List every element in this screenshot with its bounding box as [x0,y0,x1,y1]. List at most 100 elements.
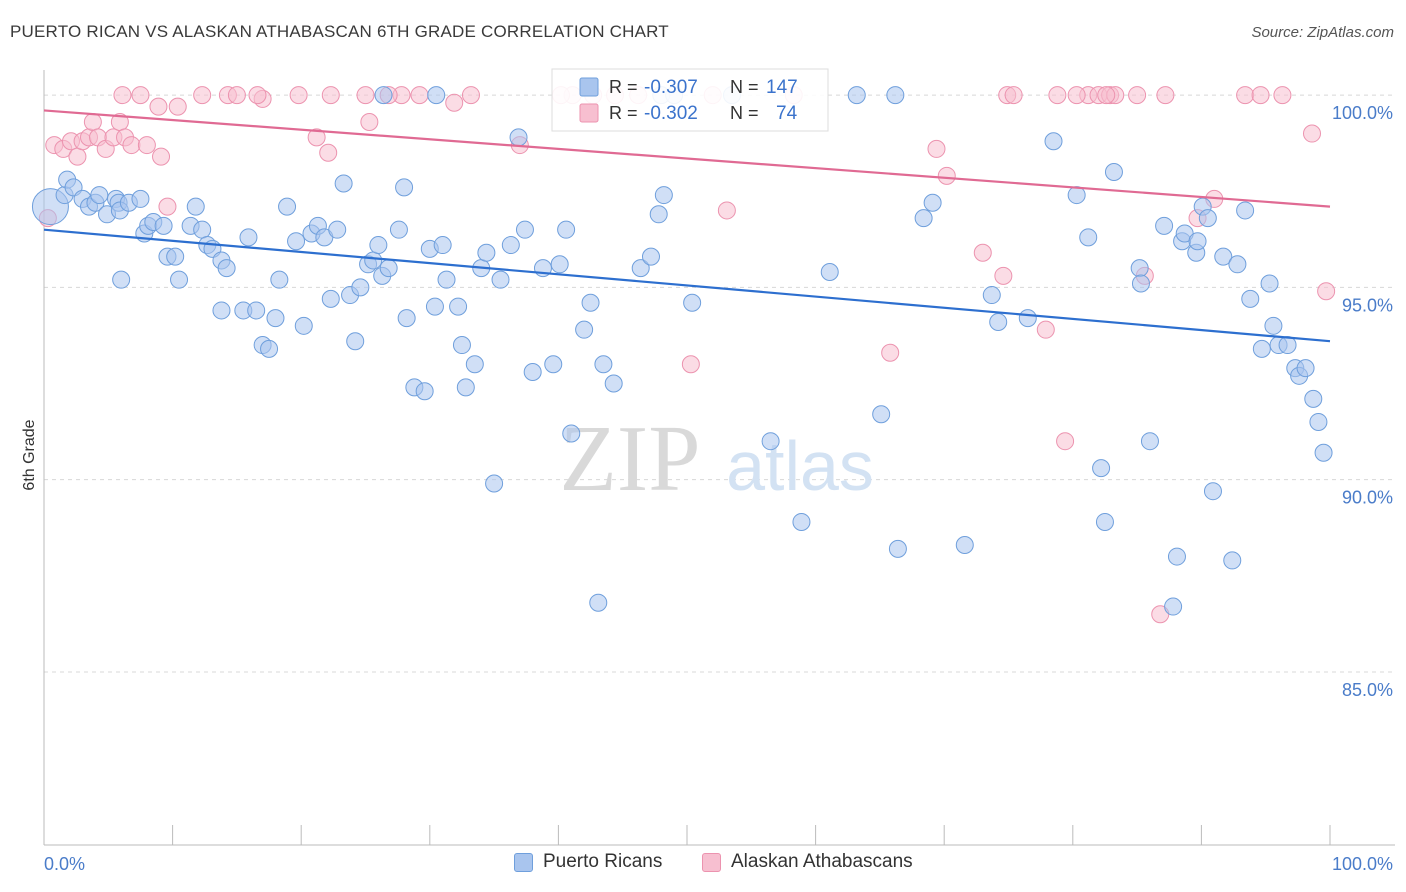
alaskan-athabascan-point-38 [1036,320,1055,339]
puerto-rican-point-39 [294,316,313,335]
alaskan-athabascan-point-23 [319,143,338,162]
legend-item-alaskan-athabascans[interactable]: Alaskan Athabascans [702,851,913,873]
alaskan-athabascan-point-61 [248,86,267,105]
alaskan-athabascan-point-32 [927,139,946,158]
legend-n-label-1: N = [730,77,759,97]
puerto-rican-point-81 [581,293,600,312]
puerto-rican-point-79 [562,424,581,443]
puerto-rican-point-47 [346,332,365,351]
alaskan-athabascan-point-30 [717,201,736,220]
y-tick-label-3: 85.0% [1342,680,1393,700]
alaskan-athabascan-point-17 [158,197,177,216]
legend-r-value-1: -0.307 [644,77,698,98]
puerto-rican-point-45 [334,174,353,193]
stats-legend: R = -0.307 N = 147 R = -0.302 N = 74 [551,68,829,132]
alaskan-athabascan-point-29 [681,355,700,374]
puerto-rican-point-71 [501,236,520,255]
puerto-rican-point-111 [1131,274,1150,293]
puerto-rican-point-64 [452,336,471,355]
puerto-rican-point-37 [278,197,297,216]
puerto-rican-point-89 [683,293,702,312]
puerto-rican-point-86 [641,247,660,266]
alaskan-athabascan-point-26 [445,93,464,112]
puerto-rican-point-55 [395,178,414,197]
puerto-rican-point-138 [1314,443,1333,462]
alaskan-athabascan-point-60 [227,86,246,105]
puerto-rican-point-85 [631,259,650,278]
legend-n-value-2: 74 [776,103,798,124]
zipatlas-watermark: ZIP atlas [560,407,874,511]
puerto-rican-point-91 [761,432,780,451]
puerto-rican-point-74 [523,362,542,381]
puerto-rican-point-88 [654,186,673,205]
alaskan-athabascan-point-47 [1156,86,1175,105]
chart-title: PUERTO RICAN VS ALASKAN ATHABASCAN 6TH G… [10,22,669,41]
puerto-rican-point-110 [1130,259,1149,278]
watermark-zip: ZIP [560,407,701,511]
puerto-rican-point-72 [509,128,528,147]
y-tick-label-2: 90.0% [1342,488,1393,508]
alaskan-athabascan-point-52 [1273,86,1292,105]
puerto-rican-point-69 [485,474,504,493]
puerto-rican-point-139 [427,86,446,105]
legend-r-value-2: -0.302 [644,103,698,124]
puerto-rican-point-48 [351,278,370,297]
x-tick-label-0: 0.0% [44,854,85,874]
alaskan-athabascan-point-13 [122,136,141,155]
alaskan-athabascan-point-55 [1048,86,1067,105]
puerto-rican-point-77 [550,255,569,274]
y-axis-title: 6th Grade [21,419,38,490]
puerto-rican-point-101 [982,286,1001,305]
puerto-rican-point-43 [321,289,340,308]
puerto-rican-point-61 [433,236,452,255]
alaskan-athabascan-point-56 [1067,86,1086,105]
alaskan-athabascan-point-67 [461,86,480,105]
x-tick-label-1: 100.0% [1332,854,1393,874]
alaskan-athabascan-point-44 [1128,86,1147,105]
puerto-rican-point-35 [266,309,285,328]
alaskan-athabascan-trend-line [43,109,1331,208]
puerto-rican-point-63 [449,297,468,316]
puerto-rican-point-80 [575,320,594,339]
puerto-rican-point-115 [1167,547,1186,566]
puerto-rican-point-97 [888,539,907,558]
y-tick-label-1: 95.0% [1342,295,1393,315]
puerto-rican-point-58 [415,382,434,401]
alaskan-athabascan-point-14 [137,136,156,155]
puerto-rican-point-87 [649,205,668,224]
puerto-rican-point-113 [1155,216,1174,235]
puerto-rican-point-50 [364,251,383,270]
alaskan-athabascan-point-66 [410,86,429,105]
puerto-rican-point-83 [594,355,613,374]
puerto-rican-point-53 [379,259,398,278]
alaskan-athabascan-point-64 [356,86,375,105]
puerto-rican-point-36 [270,270,289,289]
puerto-rican-point-70 [491,270,510,289]
puerto-rican-point-82 [589,593,608,612]
legend-n-label-2: N = [730,103,759,123]
puerto-rican-point-108 [1095,512,1114,531]
source-label: Source: ZipAtlas.com [1251,24,1394,41]
puerto-rican-point-84 [604,374,623,393]
puerto-rican-point-56 [397,309,416,328]
axes: 0.0% 100.0% [43,70,1395,874]
puerto-rican-point-76 [544,355,563,374]
puerto-rican-point-100 [955,536,974,555]
puerto-rican-point-112 [1140,432,1159,451]
puerto-rican-point-66 [465,355,484,374]
alaskan-athabascan-point-18 [168,97,187,116]
puerto-rican-point-107 [1092,459,1111,478]
legend-swatch-alaskan-athabascans [702,852,721,872]
puerto-rican-point-92 [792,512,811,531]
puerto-rican-point-121 [1198,209,1217,228]
puerto-rican-point-122 [1203,482,1222,501]
legend-item-puerto-ricans[interactable]: Puerto Ricans [514,851,662,873]
puerto-rican-point-98 [914,209,933,228]
puerto-rican-point-7 [90,186,109,205]
alaskan-athabascan-point-31 [881,343,900,362]
puerto-rican-points [31,86,1333,616]
puerto-rican-point-137 [1309,412,1328,431]
trend-lines [43,109,1331,343]
alaskan-athabascan-point-34 [973,243,992,262]
